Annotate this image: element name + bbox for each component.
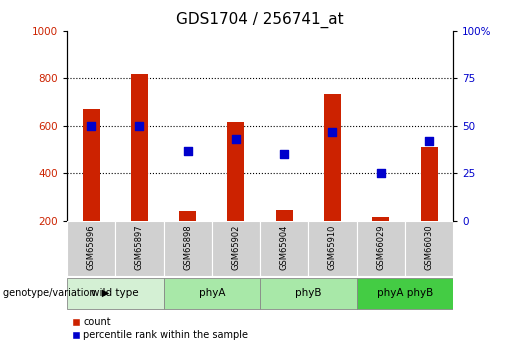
Point	[183, 148, 192, 154]
Bar	[115, 221, 163, 276]
Point	[87, 123, 95, 129]
Bar	[163, 278, 260, 309]
Text: phyB: phyB	[295, 288, 321, 297]
Bar	[260, 278, 356, 309]
Text: GSM65910: GSM65910	[328, 225, 337, 270]
Bar	[163, 221, 212, 276]
Text: genotype/variation  ▶: genotype/variation ▶	[3, 288, 109, 297]
Text: GSM66029: GSM66029	[376, 225, 385, 270]
Text: GSM65904: GSM65904	[280, 225, 289, 270]
Bar	[131, 74, 148, 221]
Text: GSM65897: GSM65897	[135, 225, 144, 270]
Bar	[67, 278, 163, 309]
Text: GSM65902: GSM65902	[231, 225, 241, 270]
Point	[329, 129, 337, 135]
Title: GDS1704 / 256741_at: GDS1704 / 256741_at	[176, 12, 344, 28]
Legend: count, percentile rank within the sample: count, percentile rank within the sample	[72, 317, 248, 340]
Point	[376, 171, 385, 176]
Bar	[228, 122, 245, 221]
Text: GSM65898: GSM65898	[183, 225, 192, 270]
Point	[232, 136, 240, 142]
Point	[280, 152, 288, 157]
Text: wild type: wild type	[92, 288, 139, 297]
Bar	[372, 217, 389, 221]
Bar	[212, 221, 260, 276]
Bar	[324, 94, 341, 221]
Text: GSM66030: GSM66030	[424, 225, 434, 270]
Bar	[356, 221, 405, 276]
Bar	[260, 221, 308, 276]
Bar	[179, 211, 196, 221]
Bar	[421, 147, 438, 221]
Text: phyA: phyA	[199, 288, 225, 297]
Text: phyA phyB: phyA phyB	[377, 288, 433, 297]
Bar	[356, 278, 453, 309]
Bar	[82, 109, 99, 221]
Point	[425, 138, 433, 144]
Bar	[308, 221, 356, 276]
Bar	[276, 210, 293, 221]
Bar	[405, 221, 453, 276]
Point	[135, 123, 144, 129]
Bar	[67, 221, 115, 276]
Text: GSM65896: GSM65896	[87, 225, 96, 270]
